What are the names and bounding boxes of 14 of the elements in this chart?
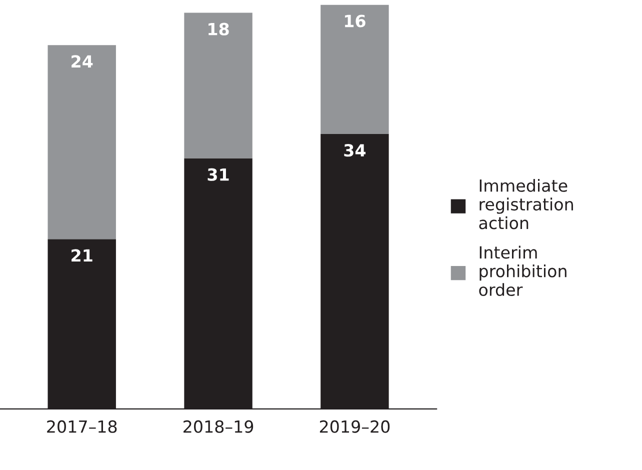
data-label: 31 bbox=[208, 168, 229, 181]
data-label: 16 bbox=[344, 14, 366, 28]
data-label: 34 bbox=[344, 144, 366, 157]
x-tick-label: 2019–20 bbox=[320, 420, 390, 433]
data-label: 24 bbox=[72, 55, 93, 68]
legend-label: Interim prohibition order bbox=[479, 246, 566, 296]
x-tick-label: 2018–19 bbox=[184, 420, 254, 433]
legend-label: Immediate registration action bbox=[479, 179, 573, 230]
bar bbox=[48, 45, 116, 240]
x-tick-label: 2017–18 bbox=[47, 420, 117, 433]
data-label: 21 bbox=[72, 249, 92, 262]
bar bbox=[320, 4, 389, 134]
bar bbox=[184, 12, 252, 158]
data-label: 18 bbox=[208, 22, 229, 36]
